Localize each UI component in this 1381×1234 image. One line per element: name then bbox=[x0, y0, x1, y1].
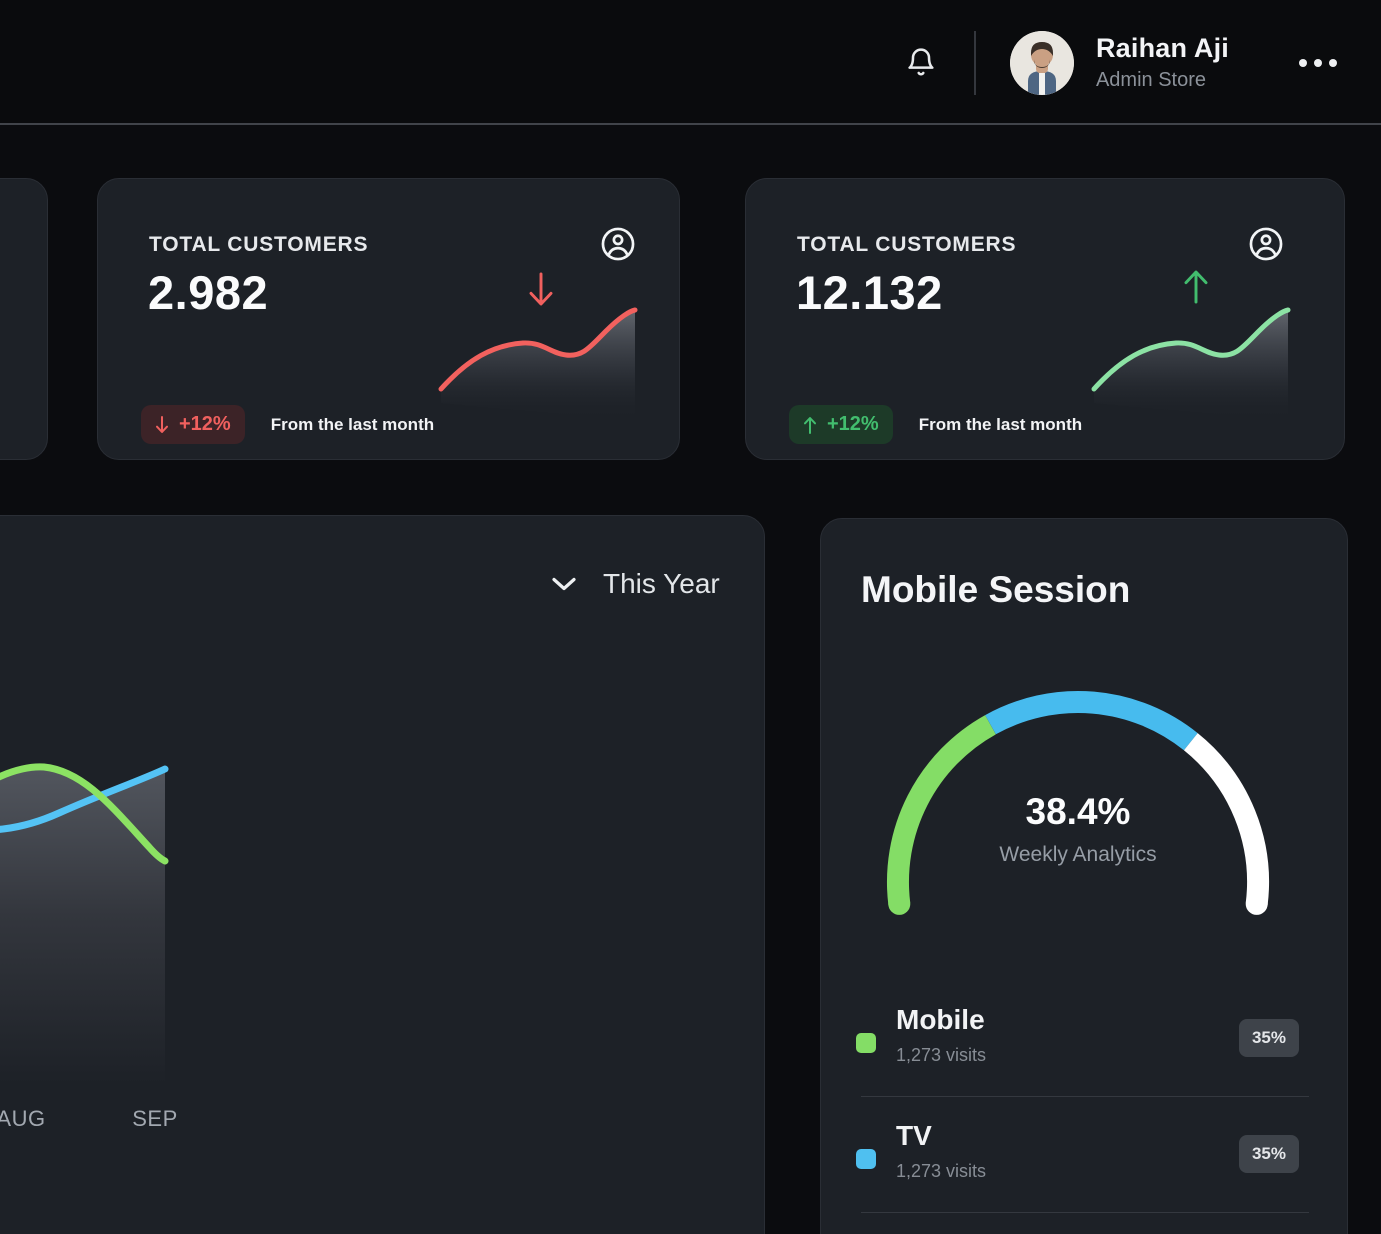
top-header: Raihan Aji Admin Store bbox=[0, 0, 1381, 125]
session-gauge bbox=[886, 691, 1270, 915]
user-circle-icon bbox=[599, 225, 637, 263]
trend-up-arrow-icon bbox=[1180, 265, 1212, 307]
session-percentage-badge: 35% bbox=[1238, 1135, 1299, 1173]
bell-icon bbox=[908, 47, 934, 75]
stat-footer: +12% From the last month bbox=[789, 405, 1082, 444]
arrow-down-icon bbox=[156, 415, 168, 433]
stat-value: 12.132 bbox=[796, 266, 943, 319]
delta-note: From the last month bbox=[918, 414, 1083, 434]
sparkline-red bbox=[438, 307, 638, 421]
dashboard-main: TOTAL CUSTOMERS 2.982 bbox=[0, 125, 1381, 1234]
more-menu-button[interactable] bbox=[1295, 49, 1341, 77]
chevron-down-icon bbox=[552, 577, 576, 591]
stat-value: 2.982 bbox=[148, 266, 269, 319]
delta-badge-negative: +12% bbox=[141, 405, 245, 444]
x-label-aug: AUG bbox=[0, 1106, 46, 1131]
stat-card-total-customers-1: TOTAL CUSTOMERS 2.982 bbox=[97, 178, 680, 460]
user-menu[interactable]: Raihan Aji Admin Store bbox=[1009, 30, 1229, 95]
x-axis-labels: APR MAY JUN JUL AUG SEP bbox=[0, 1106, 224, 1136]
session-label: TV bbox=[896, 1120, 932, 1151]
list-divider bbox=[861, 1096, 1309, 1097]
stat-card-total-customers-2: TOTAL CUSTOMERS 12.132 bbox=[745, 178, 1345, 460]
header-actions: Raihan Aji Admin Store bbox=[904, 0, 1341, 125]
partial-card-left-edge bbox=[0, 178, 48, 460]
delta-note: From the last month bbox=[270, 414, 435, 434]
gauge-value: 38.4% bbox=[1025, 791, 1131, 832]
delta-badge-positive: +12% bbox=[789, 405, 893, 444]
user-name: Raihan Aji bbox=[1095, 33, 1229, 63]
notifications-button[interactable] bbox=[904, 44, 938, 82]
gauge-caption: Weekly Analytics bbox=[999, 843, 1157, 866]
arrow-up-icon bbox=[804, 416, 816, 434]
trend-down-arrow-icon bbox=[525, 269, 557, 311]
mobile-session-card: Mobile Session 38.4% Weekly Analytics Mo… bbox=[820, 518, 1348, 1234]
mobile-session-title: Mobile Session bbox=[861, 569, 1131, 610]
sparkline-green bbox=[1091, 307, 1291, 421]
readers-viewers-chart-card: This Year APR MAY bbox=[0, 515, 765, 1234]
user-role: Admin Store bbox=[1095, 69, 1207, 91]
tv-swatch-icon bbox=[856, 1149, 876, 1169]
header-divider bbox=[973, 30, 976, 95]
x-label-sep: SEP bbox=[132, 1106, 178, 1131]
session-label: Mobile bbox=[896, 1004, 985, 1035]
delta-value: +12% bbox=[827, 413, 879, 435]
line-chart bbox=[0, 763, 169, 1101]
year-filter-dropdown[interactable]: This Year bbox=[551, 568, 720, 600]
chart-legend: Reader Viewer bbox=[0, 1171, 224, 1203]
session-visits: 1,273 visits bbox=[896, 1161, 987, 1181]
more-menu-icon bbox=[1299, 58, 1307, 67]
list-item-tv: TV 1,273 visits 35% bbox=[856, 1117, 1309, 1212]
stat-title: TOTAL CUSTOMERS bbox=[797, 233, 1017, 256]
session-percentage-badge: 35% bbox=[1238, 1019, 1299, 1057]
stat-footer: +12% From the last month bbox=[141, 405, 434, 444]
list-item-mobile: Mobile 1,273 visits 35% bbox=[856, 1001, 1309, 1096]
avatar[interactable] bbox=[1009, 30, 1074, 95]
avatar-portrait bbox=[1009, 30, 1074, 95]
session-visits: 1,273 visits bbox=[896, 1045, 987, 1065]
stat-title: TOTAL CUSTOMERS bbox=[149, 233, 369, 256]
user-info: Raihan Aji Admin Store bbox=[1096, 33, 1229, 92]
gauge-center-label: 38.4% Weekly Analytics bbox=[821, 791, 1335, 867]
viewer-line bbox=[0, 765, 169, 833]
delta-value: +12% bbox=[179, 413, 231, 435]
mobile-swatch-icon bbox=[856, 1033, 876, 1053]
year-filter-label: This Year bbox=[603, 568, 720, 599]
session-list: Mobile 1,273 visits 35% TV 1,273 visits … bbox=[856, 1001, 1309, 1233]
reader-line bbox=[0, 763, 169, 865]
user-circle-icon bbox=[1247, 225, 1285, 263]
list-divider bbox=[861, 1212, 1309, 1213]
